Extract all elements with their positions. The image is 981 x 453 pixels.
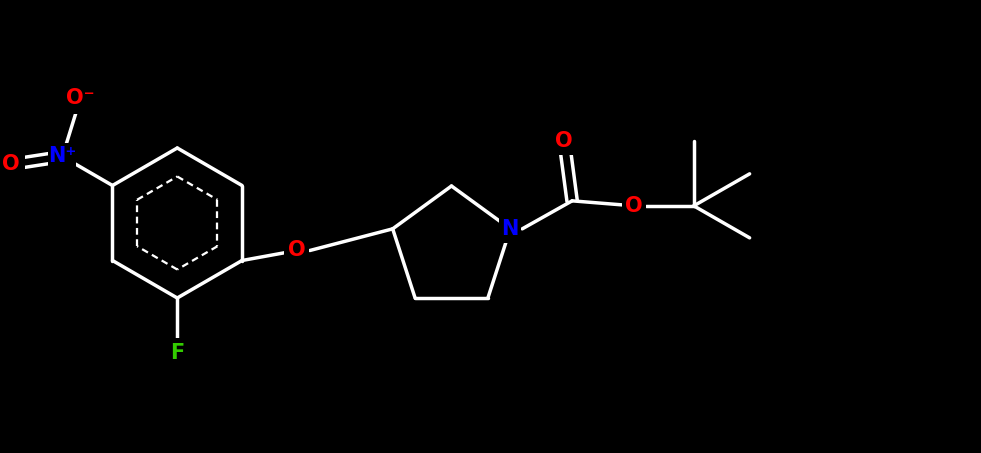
Text: O: O bbox=[2, 154, 20, 174]
Bar bbox=[284, 236, 309, 265]
Text: O: O bbox=[625, 196, 643, 216]
Text: N⁺: N⁺ bbox=[48, 146, 77, 167]
Bar bbox=[552, 127, 576, 155]
Text: O: O bbox=[555, 131, 573, 151]
Bar bbox=[499, 215, 521, 243]
Bar bbox=[167, 338, 188, 368]
Text: N: N bbox=[501, 219, 519, 239]
Text: O⁻: O⁻ bbox=[66, 88, 94, 109]
Bar bbox=[63, 83, 98, 114]
Text: O: O bbox=[288, 241, 306, 260]
Text: F: F bbox=[170, 343, 184, 363]
Bar bbox=[48, 143, 77, 170]
Bar bbox=[622, 192, 645, 220]
Bar bbox=[0, 150, 25, 178]
